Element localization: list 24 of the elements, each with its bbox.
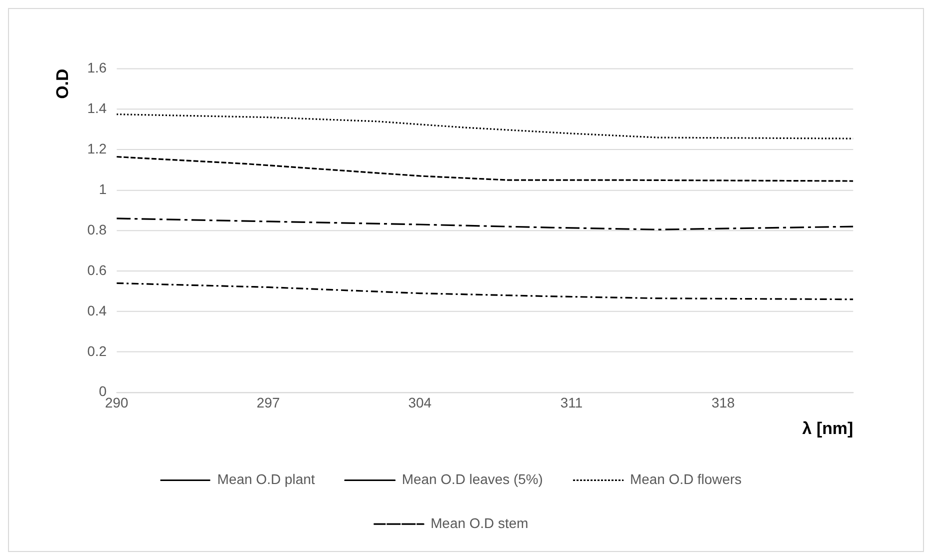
x-tick-label: 290 [104, 394, 129, 411]
line-series [116, 218, 854, 230]
legend-label: Mean O.D leaves (5%) [402, 471, 543, 488]
x-tick-label: 297 [256, 394, 280, 411]
y-tick-label: 0.2 [87, 342, 107, 359]
y-tick-label: 1 [98, 180, 107, 197]
x-tick-label: 311 [560, 394, 583, 411]
y-tick-label: 1.2 [87, 140, 107, 157]
y-tick-label: 1.6 [87, 60, 107, 76]
line-series [116, 156, 854, 182]
line-series [116, 282, 854, 300]
legend-label: Mean O.D flowers [630, 471, 742, 488]
x-axis-title: λ [nm] [802, 418, 854, 438]
x-tick-label: 318 [712, 394, 736, 411]
y-tick-label: 0.6 [87, 262, 107, 278]
y-tick-label: 0.8 [87, 221, 107, 238]
y-tick-label: 1.4 [87, 100, 107, 116]
y-axis-title: O.D [52, 68, 72, 99]
legend-label: Mean O.D stem [430, 514, 528, 531]
line-series [116, 113, 854, 140]
x-tick-label: 304 [408, 394, 432, 411]
y-tick-label: 0.4 [87, 302, 107, 318]
legend-label: Mean O.D plant [217, 471, 316, 488]
y-tick-label: 0 [98, 383, 107, 400]
